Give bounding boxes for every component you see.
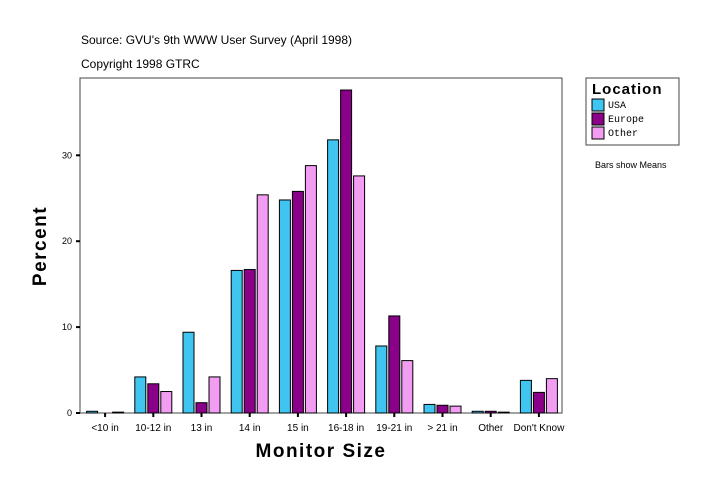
bars: [86, 89, 558, 414]
x-tick-label: > 21 in: [427, 423, 457, 434]
bar-other-5: [353, 175, 366, 414]
bar-usa-5: [327, 139, 340, 414]
x-tick-label: 19-21 in: [376, 423, 412, 434]
bar-usa-8: [471, 410, 484, 414]
source-text: Source: GVU's 9th WWW User Survey (April…: [81, 33, 352, 47]
x-tick-label: Other: [478, 423, 504, 434]
plot-area: [79, 77, 563, 414]
bar-other-7: [449, 405, 462, 414]
bar-usa-4: [278, 199, 291, 414]
bar-usa-7: [423, 403, 436, 414]
bar-usa-2: [182, 331, 195, 414]
bar-europe-2: [195, 402, 208, 414]
x-tick-label: 15 in: [287, 423, 309, 434]
bar-usa-3: [230, 269, 243, 414]
x-tick-label: 16-18 in: [328, 423, 364, 434]
bar-europe-9: [532, 391, 545, 414]
bar-other-6: [401, 360, 414, 414]
x-tick-label: 10-12 in: [135, 423, 171, 434]
bar-europe-5: [340, 89, 353, 414]
y-tick-label: 30: [62, 150, 72, 160]
legend: Location USA Europe Other: [585, 77, 680, 146]
legend-label: Europe: [608, 115, 644, 126]
bar-other-4: [304, 165, 317, 414]
legend-label: USA: [608, 101, 626, 112]
x-tick-label: <10 in: [91, 423, 119, 434]
x-tick-label: 14 in: [239, 423, 261, 434]
copyright-text: Copyright 1998 GTRC: [81, 57, 200, 71]
bar-usa-9: [519, 379, 532, 414]
y-tick-label: 20: [62, 236, 72, 246]
bar-europe-6: [388, 315, 401, 414]
y-axis: 0 10 20 30: [62, 150, 80, 418]
bar-usa-1: [134, 376, 147, 414]
y-tick-label: 0: [67, 408, 72, 418]
bar-other-1: [160, 391, 173, 414]
bar-other-2: [208, 376, 221, 414]
y-axis-label: Percent: [30, 206, 51, 286]
bar-europe-4: [291, 190, 304, 414]
bar-other-0: [112, 411, 125, 414]
bar-europe-3: [243, 269, 256, 414]
legend-swatch-usa: [591, 98, 605, 112]
y-tick-label: 10: [62, 322, 72, 332]
legend-label: Other: [608, 128, 638, 140]
bar-usa-0: [86, 410, 99, 414]
bar-other-3: [256, 194, 269, 414]
bar-europe-7: [436, 404, 449, 414]
legend-swatch-other: [591, 126, 605, 140]
legend-swatch-europe: [591, 112, 605, 126]
bar-usa-6: [375, 345, 388, 414]
bar-europe-8: [484, 410, 497, 414]
bars-show-means-note: Bars show Means: [595, 160, 667, 170]
bar-other-8: [497, 411, 510, 414]
x-tick-label: 13 in: [191, 423, 213, 434]
x-tick-label: Don't Know: [513, 423, 565, 434]
legend-title: Location: [592, 81, 663, 98]
x-axis-label: Monitor Size: [256, 441, 387, 462]
bar-europe-1: [147, 383, 160, 414]
bar-other-9: [545, 378, 558, 414]
x-axis: <10 in 10-12 in 13 in 14 in 15 in 16-18 in 19-…: [91, 413, 565, 434]
